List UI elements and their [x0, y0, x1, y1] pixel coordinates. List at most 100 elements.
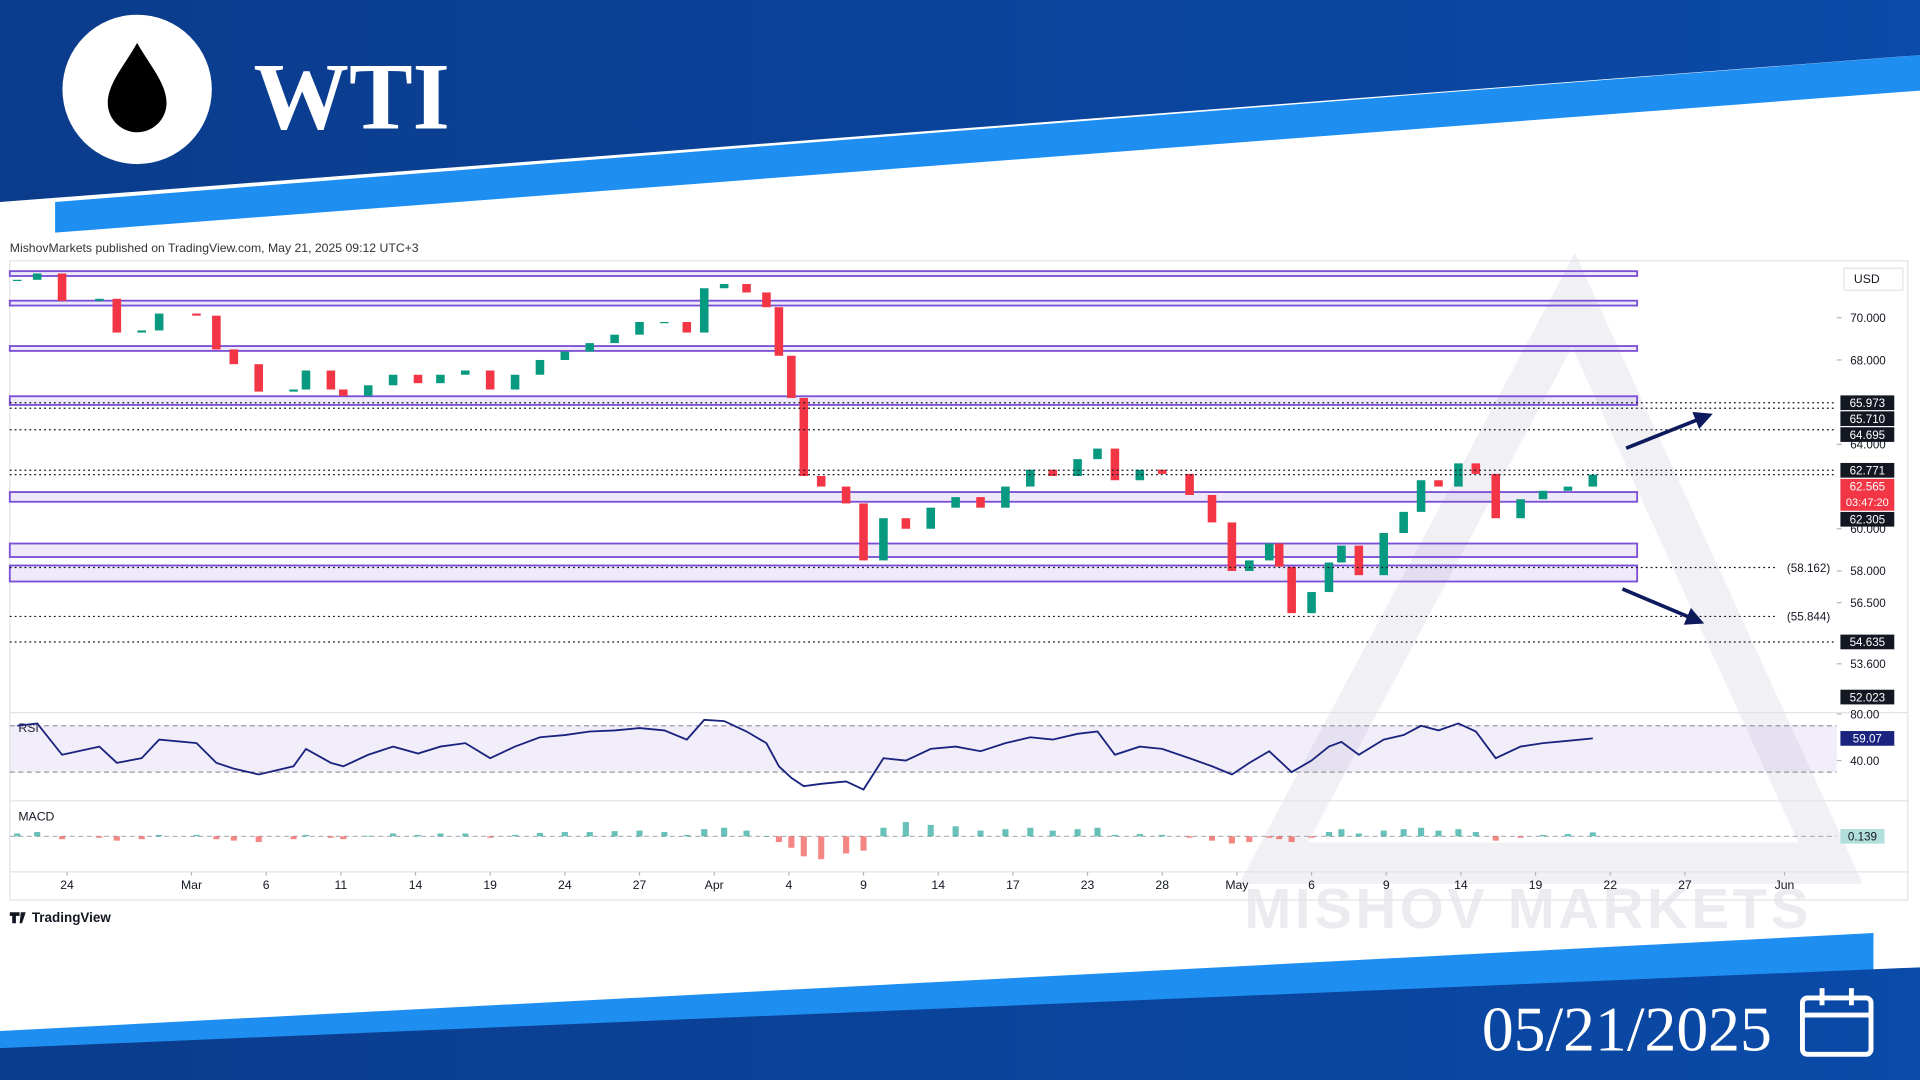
- macd-bar: [1228, 836, 1235, 844]
- macd-bar: [1266, 836, 1273, 838]
- candle: [1135, 469, 1145, 481]
- support-resistance-zone: [8, 395, 1639, 406]
- candle: [112, 298, 122, 333]
- price-label-box: [1840, 689, 1895, 705]
- price-label: 54.635: [1850, 636, 1886, 649]
- candle: [1471, 463, 1481, 474]
- macd-bar: [1492, 836, 1499, 841]
- macd-bar: [902, 822, 909, 837]
- macd-bar: [1564, 834, 1571, 837]
- macd-bar: [487, 836, 494, 838]
- macd-bar: [1418, 827, 1425, 837]
- candle: [660, 322, 669, 324]
- candle: [719, 284, 729, 289]
- candle: [1491, 473, 1501, 519]
- x-tick-label: Mar: [181, 878, 202, 892]
- candle: [1073, 459, 1082, 477]
- macd-bar: [763, 836, 770, 837]
- macd-bar: [880, 827, 887, 837]
- candle: [192, 313, 201, 316]
- candle: [95, 298, 104, 301]
- macd-bar: [1208, 836, 1216, 841]
- price-label-box: [1840, 634, 1895, 650]
- x-tick-label: 17: [1006, 878, 1020, 892]
- macd-bar: [611, 831, 618, 837]
- macd-value: 0.139: [1848, 831, 1877, 844]
- candle: [32, 273, 42, 280]
- x-tick-label: 27: [633, 878, 647, 892]
- macd-bar: [156, 834, 163, 837]
- x-tick-label: 14: [409, 878, 423, 892]
- candle: [510, 374, 520, 390]
- price-label-box: [1840, 462, 1895, 478]
- candle: [1324, 562, 1334, 593]
- candle: [1416, 480, 1426, 512]
- macd-bar: [1049, 830, 1056, 837]
- macd-bar: [14, 833, 21, 837]
- macd-bar: [1589, 832, 1596, 837]
- level-label: (55.844): [1787, 611, 1830, 624]
- candle: [816, 476, 826, 487]
- macd-bar: [721, 827, 728, 837]
- macd-bar: [290, 836, 297, 840]
- macd-bar: [818, 836, 825, 860]
- macd-bar: [1400, 829, 1407, 837]
- y-tick-label: 70.000: [1850, 312, 1886, 325]
- candle: [585, 343, 595, 352]
- macd-bar: [683, 834, 690, 837]
- footer-brand: TradingView: [32, 910, 112, 925]
- macd-bar: [1539, 834, 1547, 837]
- arrow-up: [1625, 411, 1713, 450]
- candle: [1048, 469, 1057, 477]
- macd-bar: [952, 826, 959, 837]
- candle: [1274, 543, 1284, 567]
- x-tick-label: 11: [334, 878, 347, 892]
- rsi-value: 59.07: [1853, 733, 1882, 746]
- macd-bar: [213, 836, 220, 840]
- price-label-box: [1840, 427, 1895, 442]
- candle: [1185, 473, 1194, 496]
- macd-bar: [193, 834, 200, 837]
- macd-bar: [1111, 834, 1118, 837]
- macd-bar: [437, 833, 444, 837]
- macd-bar: [536, 832, 544, 837]
- price-label-box: [1840, 478, 1895, 511]
- oil-drop-icon: [107, 42, 167, 133]
- macd-bar: [462, 833, 469, 837]
- macd-bar: [1338, 829, 1345, 837]
- support-resistance-zone: [8, 491, 1639, 503]
- x-tick-label: 9: [860, 878, 867, 892]
- candle: [879, 518, 888, 561]
- macd-bar: [34, 832, 41, 837]
- support-resistance-zone: [8, 542, 1639, 558]
- candle: [841, 486, 851, 504]
- candle: [1264, 543, 1274, 561]
- macd-bar: [1276, 836, 1283, 840]
- candle: [1207, 495, 1217, 523]
- x-tick-label: 24: [558, 878, 572, 892]
- price-label: 52.023: [1850, 691, 1886, 704]
- price-label: 65.973: [1850, 397, 1886, 410]
- candle: [1337, 545, 1346, 563]
- support-resistance-zone: [8, 345, 1639, 352]
- price-label: 62.771: [1850, 465, 1886, 478]
- candle: [976, 497, 985, 508]
- macd-bar: [1355, 833, 1362, 837]
- macd-bar: [1027, 827, 1034, 837]
- y-tick-label: 68.000: [1850, 354, 1886, 367]
- candle: [1307, 592, 1316, 614]
- macd-bar: [340, 836, 347, 840]
- candle: [289, 389, 298, 392]
- y-tick-label: 56.500: [1850, 597, 1886, 610]
- x-tick-label: 6: [1308, 878, 1315, 892]
- candle: [1516, 499, 1525, 519]
- macd-bar: [512, 834, 519, 837]
- price-label-box: [1840, 395, 1895, 411]
- candle: [301, 370, 311, 390]
- arrow-down: [1621, 587, 1705, 625]
- x-tick-label: May: [1225, 878, 1249, 892]
- price-label: 62.305: [1850, 514, 1886, 527]
- candle: [1157, 469, 1167, 474]
- candle: [363, 385, 373, 396]
